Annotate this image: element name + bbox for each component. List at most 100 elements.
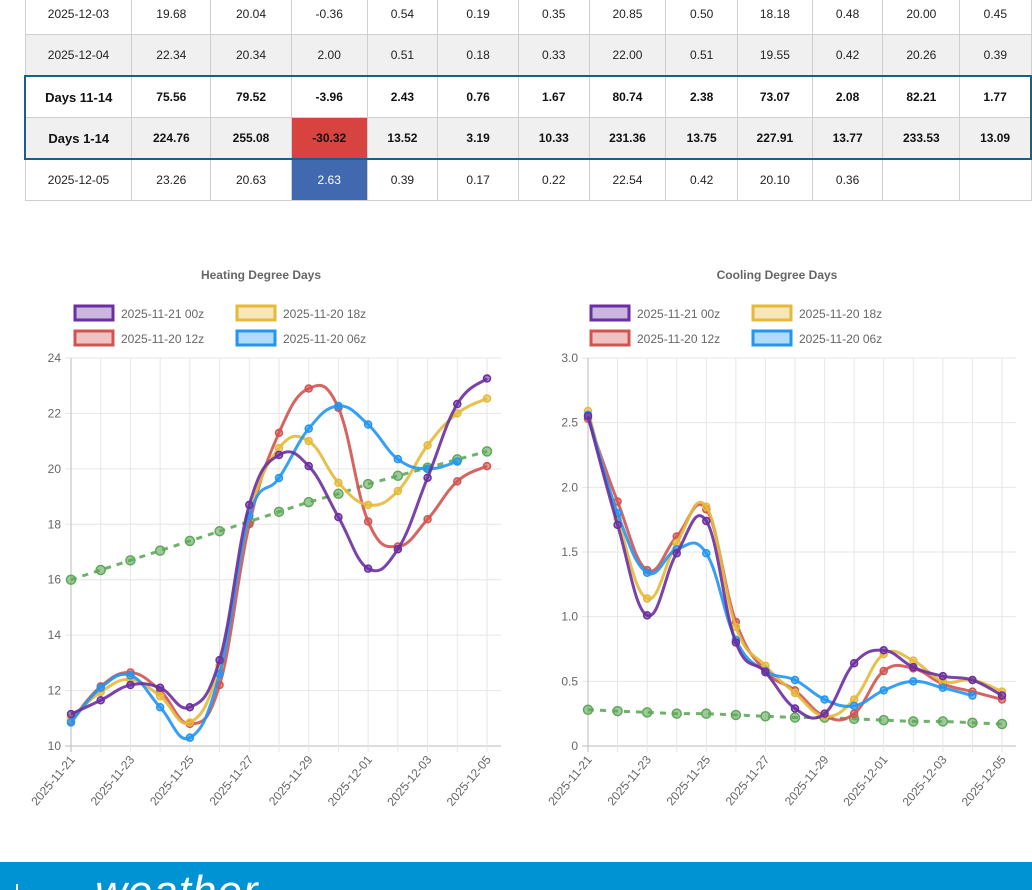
data-point[interactable] [363, 517, 373, 526]
data-point[interactable] [701, 708, 712, 719]
menu-icon[interactable] [16, 884, 18, 890]
data-point[interactable] [214, 525, 225, 537]
data-point[interactable] [185, 702, 195, 712]
data-point[interactable] [304, 461, 313, 471]
data-point[interactable] [731, 638, 741, 647]
data-point[interactable] [334, 401, 343, 411]
data-point[interactable] [66, 718, 76, 727]
data-point[interactable] [155, 691, 165, 701]
data-point[interactable] [482, 461, 492, 471]
data-point[interactable] [790, 675, 800, 685]
data-point[interactable] [96, 696, 105, 705]
data-point[interactable] [879, 686, 888, 695]
data-point[interactable] [274, 428, 284, 438]
data-point[interactable] [938, 683, 948, 693]
data-point[interactable] [671, 708, 682, 719]
data-point[interactable] [66, 709, 76, 719]
data-point[interactable] [393, 454, 403, 464]
data-point[interactable] [453, 457, 462, 466]
data-point[interactable] [363, 564, 373, 573]
data-point[interactable] [482, 374, 492, 383]
data-point[interactable] [155, 683, 165, 693]
data-point[interactable] [155, 702, 165, 712]
data-point[interactable] [125, 555, 136, 566]
data-point[interactable] [65, 574, 77, 585]
data-point[interactable] [672, 549, 681, 558]
data-point[interactable] [303, 496, 314, 508]
data-point[interactable] [761, 668, 770, 677]
data-point[interactable] [908, 716, 919, 727]
data-point[interactable] [304, 384, 313, 393]
data-point[interactable] [612, 705, 623, 717]
legend-item[interactable]: 2025-11-20 18z [751, 304, 882, 322]
legend-item[interactable]: 2025-11-20 12z [589, 329, 720, 347]
data-point[interactable] [154, 545, 166, 556]
data-point[interactable] [481, 446, 493, 457]
data-point[interactable] [184, 535, 196, 547]
data-point[interactable] [126, 680, 135, 690]
data-point[interactable] [909, 677, 918, 686]
legend-item[interactable]: 2025-11-20 18z [235, 304, 366, 322]
legend-item[interactable]: 2025-11-20 06z [751, 329, 882, 347]
data-point[interactable] [878, 714, 889, 726]
data-point[interactable] [423, 473, 432, 482]
data-point[interactable] [126, 671, 135, 680]
data-point[interactable] [96, 683, 105, 693]
legend-item[interactable]: 2025-11-21 00z [73, 304, 204, 322]
data-point[interactable] [849, 658, 859, 668]
data-point[interactable] [274, 443, 284, 453]
data-point[interactable] [482, 394, 492, 403]
data-point[interactable] [820, 695, 829, 704]
legend-item[interactable]: 2025-11-20 06z [235, 329, 366, 347]
data-point[interactable] [304, 436, 313, 446]
data-point[interactable] [789, 712, 801, 723]
legend-item[interactable]: 2025-11-20 12z [73, 329, 204, 347]
data-point[interactable] [363, 500, 373, 510]
data-point[interactable] [967, 717, 978, 728]
data-point[interactable] [702, 549, 711, 558]
data-point[interactable] [215, 655, 224, 665]
data-point[interactable] [185, 733, 195, 742]
data-point[interactable] [702, 502, 711, 511]
data-point[interactable] [642, 611, 652, 620]
data-point[interactable] [790, 688, 800, 698]
data-point[interactable] [334, 512, 343, 522]
data-point[interactable] [185, 718, 195, 727]
data-point[interactable] [879, 646, 888, 655]
data-point[interactable] [393, 486, 403, 496]
data-point[interactable] [583, 411, 593, 421]
data-point[interactable] [274, 473, 284, 483]
data-point[interactable] [334, 478, 343, 487]
data-point[interactable] [641, 707, 653, 718]
legend-item[interactable]: 2025-11-21 00z [589, 304, 720, 322]
data-point[interactable] [273, 506, 285, 518]
data-point[interactable] [453, 399, 462, 409]
data-point[interactable] [997, 691, 1007, 700]
data-point[interactable] [996, 718, 1008, 730]
data-point[interactable] [363, 420, 373, 429]
data-point[interactable] [95, 564, 106, 576]
data-point[interactable] [968, 675, 977, 685]
data-point[interactable] [642, 594, 652, 603]
data-point[interactable] [245, 500, 254, 510]
site-logo[interactable]: weather [95, 870, 259, 890]
data-point[interactable] [849, 709, 859, 718]
data-point[interactable] [820, 709, 829, 718]
data-point[interactable] [731, 622, 741, 632]
data-point[interactable] [393, 544, 403, 554]
data-point[interactable] [423, 515, 432, 524]
data-point[interactable] [362, 478, 374, 490]
data-point[interactable] [760, 711, 771, 722]
data-point[interactable] [730, 709, 742, 721]
data-point[interactable] [333, 488, 344, 500]
data-point[interactable] [849, 701, 859, 711]
data-point[interactable] [937, 716, 949, 727]
data-point[interactable] [938, 671, 948, 681]
data-point[interactable] [879, 666, 888, 676]
data-point[interactable] [304, 424, 313, 433]
data-point[interactable] [453, 477, 462, 486]
data-point[interactable] [613, 520, 622, 530]
data-point[interactable] [968, 691, 977, 700]
data-point[interactable] [702, 516, 711, 526]
data-point[interactable] [790, 704, 800, 713]
